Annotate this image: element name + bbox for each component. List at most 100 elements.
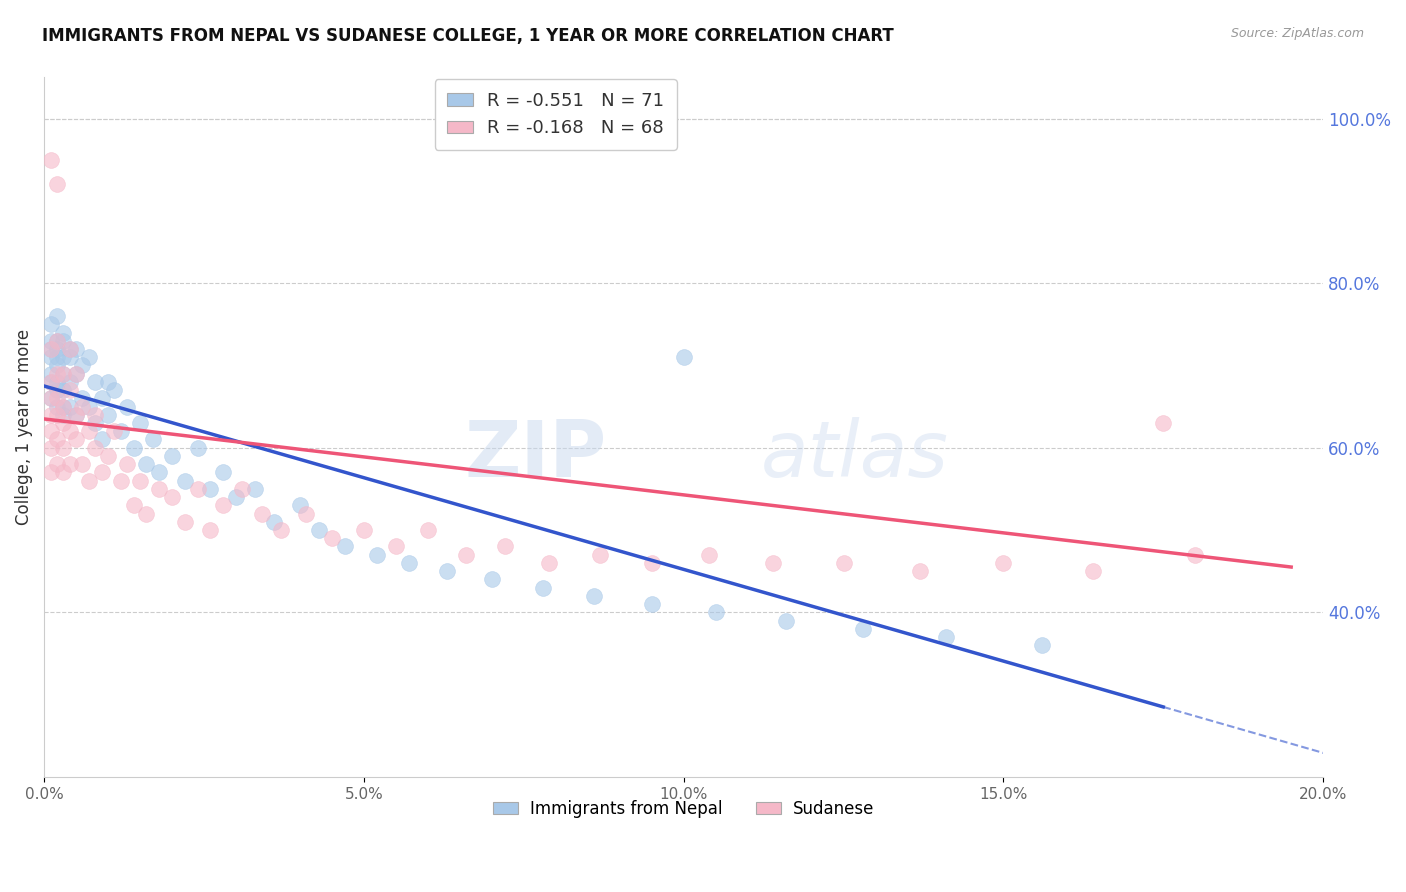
Point [697,548,720,562]
Point [39,375,62,389]
Point [148,482,170,496]
Point [77,474,100,488]
Point [910,564,932,578]
Point [366,548,388,562]
Point [935,630,957,644]
Point [231,482,253,496]
Point [288,499,311,513]
Point [52,334,75,348]
Point [52,408,75,422]
Point [160,490,183,504]
Point [84,441,107,455]
Point [640,597,662,611]
Point [589,548,612,562]
Point [39,375,62,389]
Point [77,350,100,364]
Point [97,375,120,389]
Point [416,523,439,537]
Point [832,556,855,570]
Point [333,540,356,554]
Y-axis label: College, 1 year or more: College, 1 year or more [15,329,32,525]
Point [39,441,62,455]
Point [45,334,67,348]
Point [39,334,62,348]
Point [39,350,62,364]
Point [84,408,107,422]
Point [775,614,797,628]
Point [135,507,157,521]
Point [52,326,75,340]
Point [456,548,478,562]
Point [84,375,107,389]
Point [122,441,145,455]
Point [52,383,75,397]
Point [59,375,82,389]
Point [45,178,67,192]
Point [212,499,235,513]
Point [672,350,695,364]
Point [59,342,82,356]
Point [65,367,87,381]
Point [39,392,62,406]
Point [160,449,183,463]
Point [59,342,82,356]
Point [59,383,82,397]
Point [39,342,62,356]
Point [481,573,503,587]
Point [72,400,94,414]
Point [45,367,67,381]
Point [187,441,209,455]
Point [385,540,408,554]
Point [398,556,420,570]
Point [72,359,94,373]
Point [110,424,132,438]
Point [52,367,75,381]
Point [65,367,87,381]
Point [65,433,87,447]
Point [59,457,82,471]
Text: Source: ZipAtlas.com: Source: ZipAtlas.com [1230,27,1364,40]
Point [122,499,145,513]
Point [59,350,82,364]
Point [45,457,67,471]
Point [45,400,67,414]
Point [39,466,62,480]
Point [321,531,343,545]
Point [308,523,330,537]
Point [39,367,62,381]
Point [45,342,67,356]
Point [1184,548,1206,562]
Point [1031,638,1053,652]
Point [39,392,62,406]
Point [1081,564,1104,578]
Point [45,334,67,348]
Point [117,400,139,414]
Point [45,359,67,373]
Point [97,449,120,463]
Point [39,318,62,332]
Point [263,515,285,529]
Point [52,400,75,414]
Point [45,375,67,389]
Point [103,383,125,397]
Point [90,392,112,406]
Point [538,556,561,570]
Point [295,507,318,521]
Point [353,523,375,537]
Point [148,466,170,480]
Point [135,457,157,471]
Point [39,342,62,356]
Point [762,556,785,570]
Text: IMMIGRANTS FROM NEPAL VS SUDANESE COLLEGE, 1 YEAR OR MORE CORRELATION CHART: IMMIGRANTS FROM NEPAL VS SUDANESE COLLEG… [42,27,894,45]
Point [531,581,554,595]
Point [52,367,75,381]
Point [72,392,94,406]
Point [39,408,62,422]
Legend: Immigrants from Nepal, Sudanese: Immigrants from Nepal, Sudanese [486,793,880,824]
Point [52,466,75,480]
Point [583,589,606,603]
Point [704,605,727,619]
Point [200,523,222,537]
Point [225,490,247,504]
Point [65,408,87,422]
